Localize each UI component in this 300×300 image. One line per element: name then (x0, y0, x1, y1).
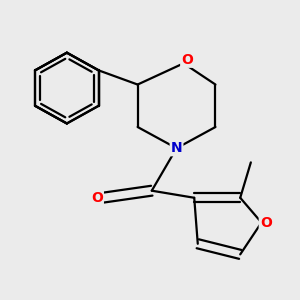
Text: O: O (260, 215, 272, 230)
Text: O: O (91, 191, 103, 205)
Text: O: O (181, 53, 193, 67)
Text: N: N (171, 141, 182, 155)
